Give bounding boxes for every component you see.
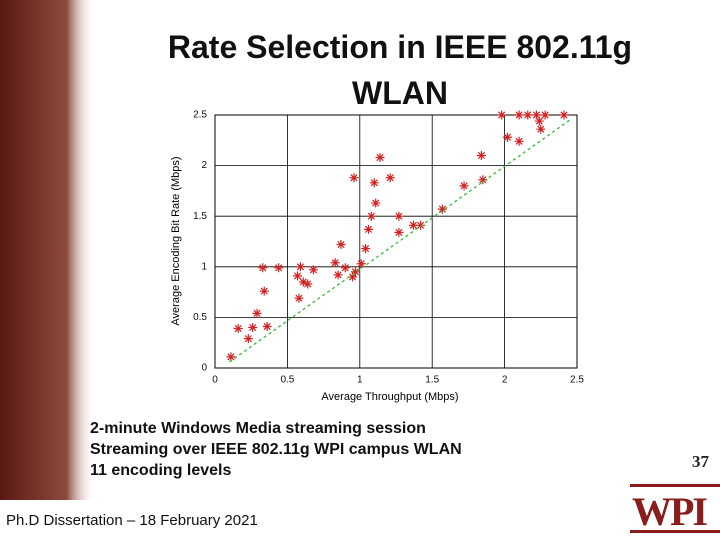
y-tick-label: 2.5 xyxy=(193,110,207,121)
y-tick-label: 0.5 xyxy=(193,312,207,323)
data-point xyxy=(514,136,524,146)
x-tick-label: 1 xyxy=(357,375,363,386)
data-point xyxy=(408,220,418,230)
data-point xyxy=(394,211,404,221)
data-point xyxy=(330,258,340,268)
data-point xyxy=(476,150,486,160)
data-point xyxy=(294,293,304,303)
y-axis-label: Average Encoding Bit Rate (Mbps) xyxy=(170,156,182,325)
data-point xyxy=(356,259,366,269)
data-point xyxy=(437,204,447,214)
data-point xyxy=(514,110,524,120)
data-point xyxy=(523,110,533,120)
data-point xyxy=(369,178,379,188)
data-point xyxy=(336,240,346,250)
footer: Ph.D Dissertation – 18 February 2021 xyxy=(6,512,258,529)
data-point xyxy=(559,110,569,120)
data-point xyxy=(536,124,546,134)
data-point xyxy=(531,110,541,120)
data-point xyxy=(274,263,284,273)
data-point xyxy=(459,181,469,191)
y-tick-label: 1 xyxy=(201,261,207,272)
data-point xyxy=(295,262,305,272)
data-point xyxy=(348,272,358,282)
x-tick-label: 0.5 xyxy=(280,375,294,386)
data-point xyxy=(259,286,269,296)
data-point xyxy=(293,271,303,281)
data-point xyxy=(366,211,376,221)
x-tick-label: 0 xyxy=(212,375,218,386)
data-point xyxy=(363,224,373,234)
bullet-list: 2-minute Windows Media streaming session… xyxy=(90,418,462,481)
y-tick-label: 1.5 xyxy=(193,211,207,222)
data-point xyxy=(303,279,313,289)
logo: WPI xyxy=(632,489,708,534)
data-point xyxy=(394,227,404,237)
page-number: 37 xyxy=(692,452,709,471)
data-point xyxy=(333,270,343,280)
data-point xyxy=(308,265,318,275)
data-point xyxy=(497,110,507,120)
background-image xyxy=(0,0,95,500)
data-point xyxy=(226,352,236,362)
data-point xyxy=(340,263,350,273)
bullet: 2-minute Windows Media streaming session xyxy=(90,420,426,437)
x-tick-label: 2.5 xyxy=(570,375,584,386)
data-point xyxy=(243,334,253,344)
bullet: 11 encoding levels xyxy=(90,462,232,479)
data-point xyxy=(262,322,272,332)
data-point xyxy=(349,173,359,183)
slide-title: Rate Selection in IEEE 802.11g WLAN xyxy=(167,29,633,111)
data-point xyxy=(350,267,360,277)
logo-bar xyxy=(630,530,720,533)
x-axis-label: Average Throughput (Mbps) xyxy=(321,391,458,403)
data-point xyxy=(361,244,371,254)
data-point xyxy=(540,110,550,120)
y-tick-label: 0 xyxy=(201,363,207,374)
data-point xyxy=(371,198,381,208)
logo-bar xyxy=(630,484,720,487)
x-tick-label: 2 xyxy=(502,375,508,386)
data-point xyxy=(478,175,488,185)
y-tick-label: 2 xyxy=(201,160,207,171)
data-point xyxy=(534,116,544,126)
data-point xyxy=(258,263,268,273)
data-point xyxy=(298,277,308,287)
data-point xyxy=(248,323,258,333)
data-point xyxy=(252,308,262,318)
data-point xyxy=(233,324,243,334)
data-point xyxy=(385,173,395,183)
bullet: Streaming over IEEE 802.11g WPI campus W… xyxy=(90,441,462,458)
data-point xyxy=(375,153,385,163)
data-point xyxy=(502,132,512,142)
x-tick-label: 1.5 xyxy=(425,375,439,386)
